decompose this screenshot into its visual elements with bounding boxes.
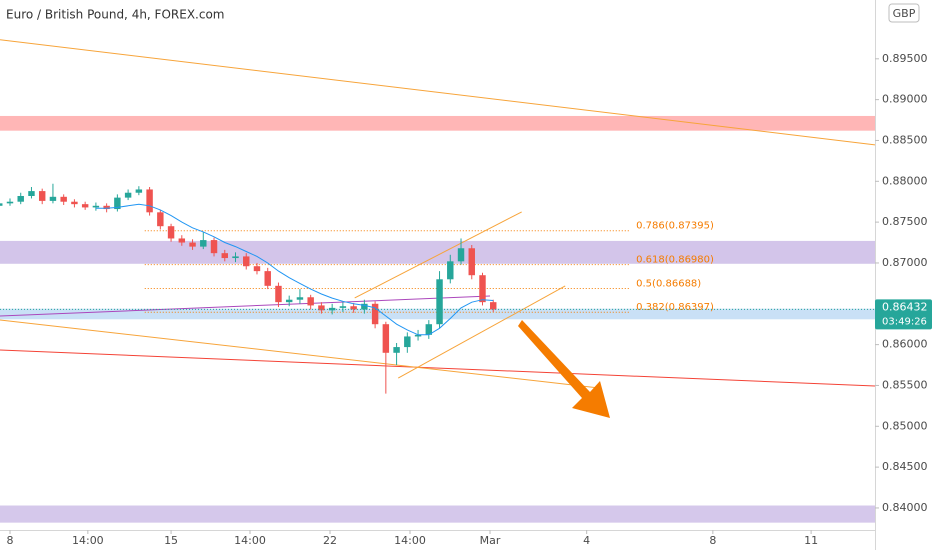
- candle-body: [60, 196, 67, 202]
- y-tick-label: 0.85500: [882, 378, 928, 391]
- trend-line: [0, 349, 876, 387]
- y-tick-label: 0.86000: [882, 338, 928, 351]
- arrow-annotation: [518, 320, 610, 418]
- candle-body: [103, 205, 110, 210]
- trend-line: [0, 39, 876, 146]
- fib-label: 0.786(0.87395): [636, 221, 714, 232]
- candle-body: [146, 189, 153, 213]
- moving-average: [95, 203, 494, 336]
- candle-body: [38, 191, 46, 201]
- candle-body: [479, 275, 486, 303]
- last-price-label: 0.86432: [882, 300, 928, 313]
- candle-body: [253, 266, 261, 272]
- currency-label: GBP: [893, 7, 916, 20]
- x-tick-label: 8: [709, 534, 716, 547]
- trend-line: [397, 285, 566, 379]
- trend-line: [0, 319, 601, 389]
- last-price-tag: [875, 299, 932, 330]
- candle-body: [264, 271, 271, 286]
- candle-body: [157, 212, 164, 227]
- candle-body: [328, 307, 336, 311]
- candle-body: [285, 299, 293, 303]
- candle-body: [81, 204, 89, 208]
- x-tick-label: Mar: [480, 534, 501, 547]
- candle-body: [49, 196, 57, 201]
- candle-body: [436, 279, 443, 325]
- currency-badge[interactable]: [888, 3, 920, 23]
- fib-label: 0.382(0.86397): [636, 302, 714, 313]
- x-tick-label: 15: [164, 534, 178, 547]
- candle-body: [114, 197, 121, 210]
- x-tick-label: 22: [323, 534, 337, 547]
- candle-body: [468, 248, 475, 276]
- candle-body: [447, 261, 454, 280]
- candle-body: [221, 253, 228, 259]
- candle-body: [178, 238, 186, 243]
- candle-body: [232, 256, 239, 259]
- trend-line: [354, 211, 522, 299]
- candle-body: [71, 201, 78, 205]
- fib-label: 0.5(0.86688): [636, 278, 701, 289]
- x-tick-label: 4: [583, 534, 590, 547]
- y-tick-label: 0.88500: [882, 133, 928, 146]
- x-tick-label: 14:00: [72, 534, 104, 547]
- candle-body: [275, 285, 282, 303]
- candle-body: [17, 195, 24, 202]
- candle-body: [318, 305, 325, 311]
- candle-body: [92, 205, 100, 208]
- candle-body: [210, 240, 218, 254]
- x-tick-label: 8: [6, 534, 13, 547]
- candle-body: [457, 248, 465, 262]
- candle-body: [6, 201, 14, 204]
- x-tick-label: 14:00: [234, 534, 266, 547]
- x-tick-label: 11: [804, 534, 818, 547]
- candle-body: [490, 302, 497, 310]
- candle-body: [200, 240, 207, 247]
- zone: [0, 240, 875, 264]
- y-tick-label: 0.89000: [882, 93, 928, 106]
- zone: [0, 115, 875, 131]
- candle-body: [307, 297, 314, 306]
- candle-body: [28, 191, 35, 196]
- candle-body: [189, 242, 196, 247]
- candle-body: [382, 324, 390, 353]
- candle-body: [243, 256, 250, 267]
- candle-body: [414, 334, 422, 337]
- y-tick-label: 0.87500: [882, 215, 928, 228]
- zone: [0, 505, 875, 523]
- candle-body: [393, 347, 400, 353]
- chart-title: Euro / British Pound, 4h, FOREX.com: [6, 8, 225, 22]
- fib-label: 0.618(0.86980): [636, 255, 714, 266]
- candle-body: [404, 336, 411, 348]
- candle-body: [124, 192, 132, 198]
- y-tick-label: 0.88000: [882, 174, 928, 187]
- candle-body: [296, 297, 304, 300]
- y-tick-label: 0.89500: [882, 52, 928, 65]
- candle-body: [371, 303, 379, 325]
- y-tick-label: 0.87000: [882, 256, 928, 269]
- y-tick-label: 0.84000: [882, 501, 928, 514]
- trend-line: [0, 295, 491, 317]
- candle-body: [350, 306, 357, 310]
- x-tick-label: 14:00: [394, 534, 426, 547]
- countdown-label: 03:49:26: [882, 316, 927, 327]
- y-tick-label: 0.85000: [882, 419, 928, 432]
- candle-body: [339, 306, 347, 308]
- candle-body: [0, 203, 3, 206]
- candle-body: [361, 303, 368, 310]
- plot-area: 0.786(0.87395) 0.618(0.86980) 0.5(0.86688)…: [0, 39, 876, 523]
- candle-body: [425, 324, 433, 335]
- candle-body: [135, 189, 143, 193]
- y-tick-label: 0.84500: [882, 460, 928, 473]
- candle-body: [167, 226, 175, 239]
